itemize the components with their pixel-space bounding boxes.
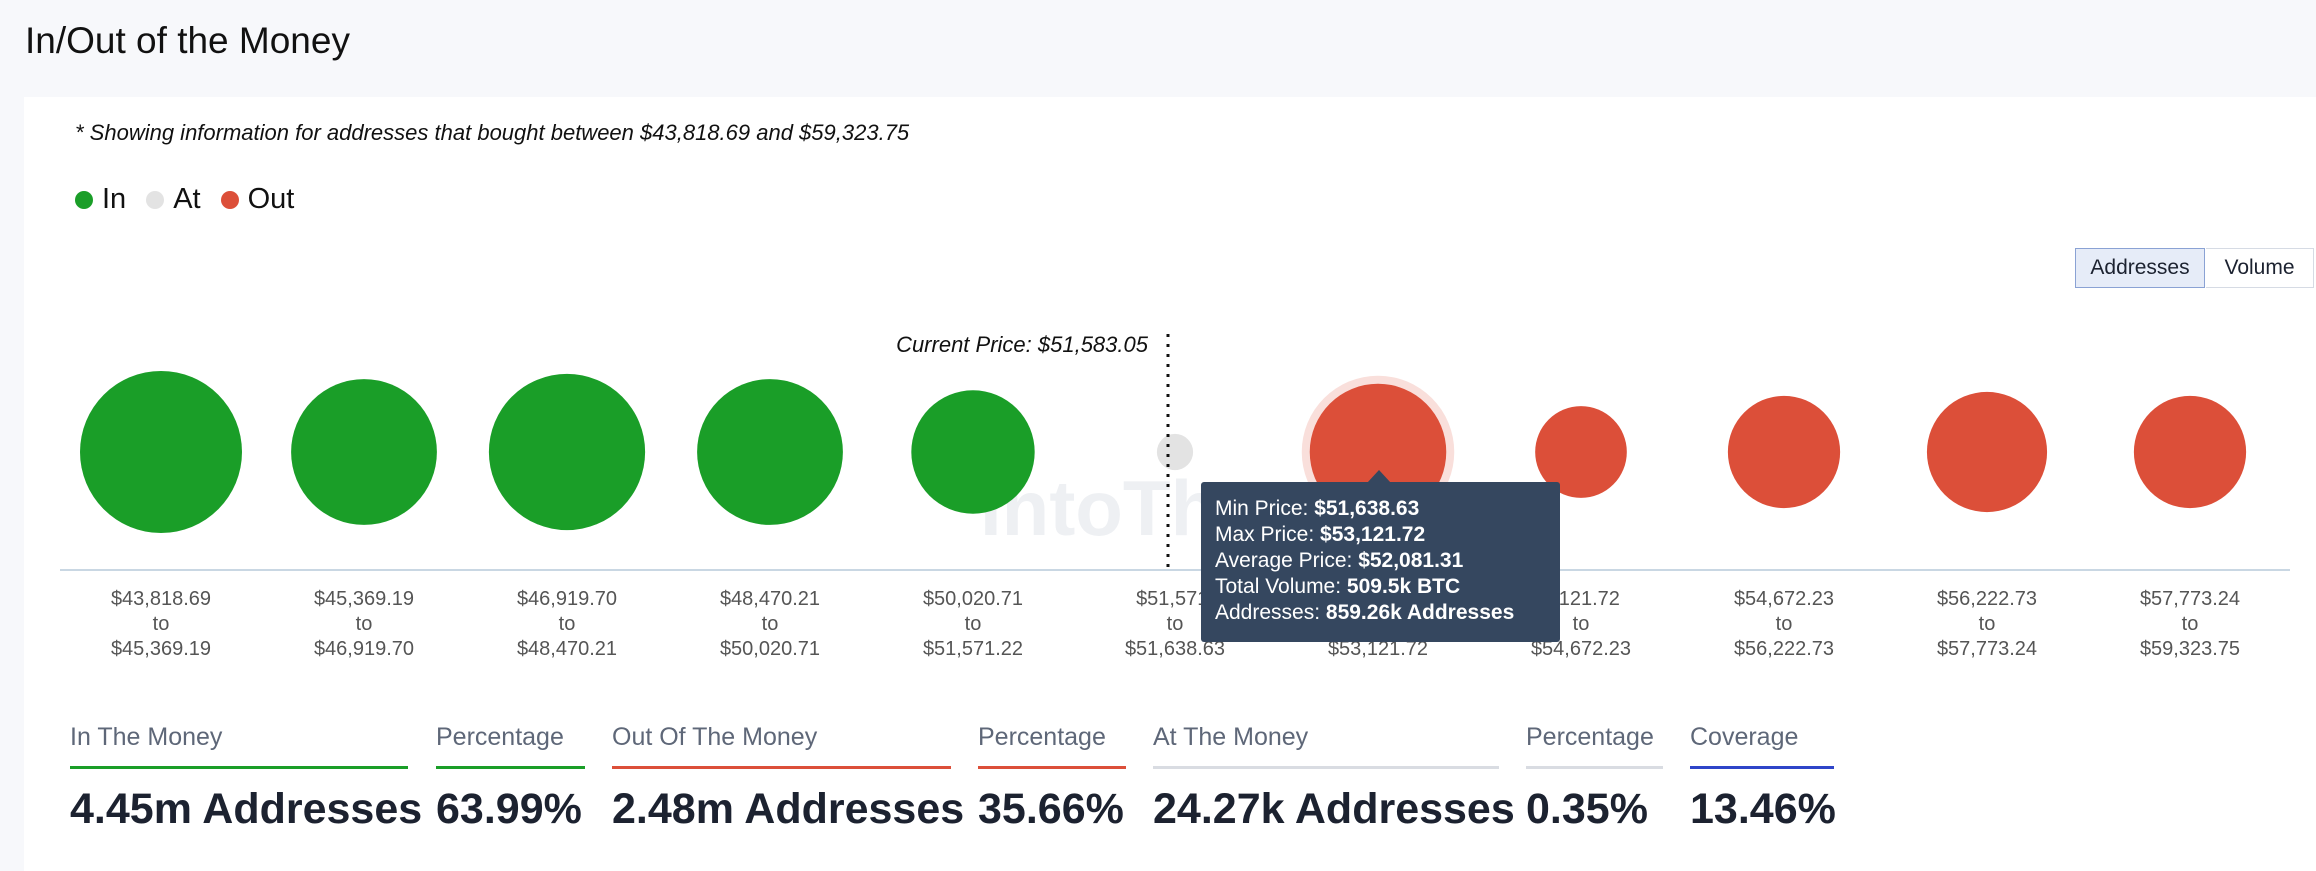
- stat-out-underline: [612, 766, 951, 769]
- bucket-label-1-line-1: $43,818.69: [111, 588, 211, 610]
- page-title: In/Out of the Money: [25, 20, 350, 61]
- bucket-label-9-line-3: $56,222.73: [1734, 638, 1834, 660]
- stat-at-label: At The Money: [1153, 723, 1309, 751]
- bucket-label-2-line-3: $46,919.70: [314, 638, 414, 660]
- bubble-out-11[interactable]: [2133, 395, 2247, 509]
- legend-item-out[interactable]: Out: [220, 183, 295, 216]
- stat-at-pct-label: Percentage: [1526, 723, 1654, 751]
- bubble-tooltip: Min Price: $51,638.63 Max Price: $53,121…: [1201, 482, 1560, 642]
- legend-label-out: Out: [247, 183, 295, 215]
- legend-item-in[interactable]: In: [75, 183, 126, 216]
- tooltip-max-price: Max Price: $53,121.72: [1215, 523, 1426, 546]
- bucket-label-8-line-2: to: [1573, 613, 1590, 635]
- stat-in-pct-underline: [436, 766, 585, 769]
- bucket-label-3-line-3: $48,470.21: [517, 638, 617, 660]
- stat-coverage-underline: [1690, 766, 1834, 769]
- bucket-label-10-line-2: to: [1979, 613, 1996, 635]
- bubble-in-4[interactable]: [697, 379, 843, 525]
- bucket-label-4-line-3: $50,020.71: [720, 638, 820, 660]
- bucket-label-5-line-2: to: [965, 613, 982, 635]
- stat-at-underline: [1153, 766, 1499, 769]
- stat-at-value: 24.27k Addresses: [1153, 785, 1515, 833]
- legend-label-at: At: [173, 183, 201, 215]
- tooltip-min-price: Min Price: $51,638.63: [1215, 497, 1420, 520]
- stat-out-label: Out Of The Money: [612, 723, 818, 751]
- tooltip-arrow: [1367, 470, 1391, 483]
- bucket-label-4-line-2: to: [762, 613, 779, 635]
- bucket-label-6-line-2: to: [1167, 613, 1184, 635]
- bubble-in-5[interactable]: [911, 390, 1035, 514]
- current-price-label: Current Price: $51,583.05: [896, 332, 1149, 357]
- legend-label-in: In: [102, 183, 127, 215]
- bucket-label-11-line-2: to: [2182, 613, 2199, 635]
- stat-in-underline: [70, 766, 408, 769]
- bucket-label-11-line-1: $57,773.24: [2140, 588, 2240, 610]
- bucket-label-9-line-2: to: [1776, 613, 1793, 635]
- stat-coverage: Coverage 13.46%: [1690, 722, 1836, 834]
- bubble-in-2[interactable]: [291, 379, 437, 525]
- bucket-label-8-line-3: $54,672.23: [1531, 638, 1631, 660]
- stat-out-percentage: Percentage 35.66%: [978, 722, 1126, 834]
- stat-out-of-the-money: Out Of The Money 2.48m Addresses: [612, 722, 965, 834]
- bucket-label-10-line-3: $57,773.24: [1937, 638, 2037, 660]
- bucket-label-9-line-1: $54,672.23: [1734, 588, 1834, 610]
- bubble-out-9[interactable]: [1727, 395, 1841, 509]
- bucket-label-4-line-1: $48,470.21: [720, 588, 820, 610]
- volume-toggle-button[interactable]: Volume: [2206, 248, 2314, 288]
- bucket-label-1-line-2: to: [153, 613, 170, 635]
- stat-coverage-label: Coverage: [1690, 723, 1799, 751]
- stat-out-pct-label: Percentage: [978, 723, 1106, 751]
- bucket-label-5-line-1: $50,020.71: [923, 588, 1023, 610]
- stat-in-label: In The Money: [70, 723, 223, 751]
- stat-at-percentage: Percentage 0.35%: [1526, 722, 1663, 834]
- stat-out-pct-value: 35.66%: [978, 785, 1124, 833]
- stat-at-pct-value: 0.35%: [1526, 785, 1648, 833]
- bubble-out-10[interactable]: [1926, 391, 2048, 513]
- bucket-label-7-line-3: $53,121.72: [1328, 638, 1428, 660]
- bucket-label-5-line-3: $51,571.22: [923, 638, 1023, 660]
- bubble-at-6[interactable]: [1156, 433, 1194, 471]
- stat-at-the-money: At The Money 24.27k Addresses: [1153, 722, 1515, 834]
- bucket-label-6-line-3: $51,638.63: [1125, 638, 1225, 660]
- bucket-label-6-line-1: $51,571.: [1136, 588, 1214, 610]
- stat-in-pct-label: Percentage: [436, 723, 564, 751]
- tooltip-average-price: Average Price: $52,081.31: [1215, 549, 1464, 572]
- tooltip-addresses: Addresses: 859.26k Addresses: [1215, 601, 1515, 624]
- bucket-label-2-line-1: $45,369.19: [314, 588, 414, 610]
- out-dot-icon: [220, 190, 239, 209]
- stat-in-the-money: In The Money 4.45m Addresses: [70, 722, 423, 834]
- bubble-in-1[interactable]: [80, 371, 242, 533]
- bucket-label-10-line-1: $56,222.73: [1937, 588, 2037, 610]
- at-dot-icon: [146, 190, 165, 209]
- bubble-out-8[interactable]: [1535, 406, 1627, 498]
- bucket-label-2-line-2: to: [356, 613, 373, 635]
- bucket-label-3-line-2: to: [559, 613, 576, 635]
- legend-item-at[interactable]: At: [146, 183, 201, 216]
- bucket-label-1-line-3: $45,369.19: [111, 638, 211, 660]
- stat-in-value: 4.45m Addresses: [70, 785, 423, 833]
- stat-at-pct-underline: [1526, 766, 1663, 769]
- address-range-note: * Showing information for addresses that…: [75, 120, 910, 145]
- stat-out-pct-underline: [978, 766, 1126, 769]
- stat-in-percentage: Percentage 63.99%: [436, 722, 585, 834]
- addresses-toggle-button[interactable]: Addresses: [2075, 248, 2205, 288]
- bucket-label-3-line-1: $46,919.70: [517, 588, 617, 610]
- tooltip-total-volume: Total Volume: 509.5k BTC: [1215, 575, 1461, 598]
- legend: In At Out: [75, 183, 314, 216]
- stat-in-pct-value: 63.99%: [436, 785, 582, 833]
- stat-coverage-value: 13.46%: [1690, 785, 1836, 833]
- bucket-label-8-line-1: 3,121.72: [1542, 588, 1620, 610]
- stat-out-value: 2.48m Addresses: [612, 785, 965, 833]
- in-dot-icon: [75, 190, 93, 209]
- bucket-label-11-line-3: $59,323.75: [2140, 638, 2240, 660]
- bubble-in-3[interactable]: [488, 373, 646, 531]
